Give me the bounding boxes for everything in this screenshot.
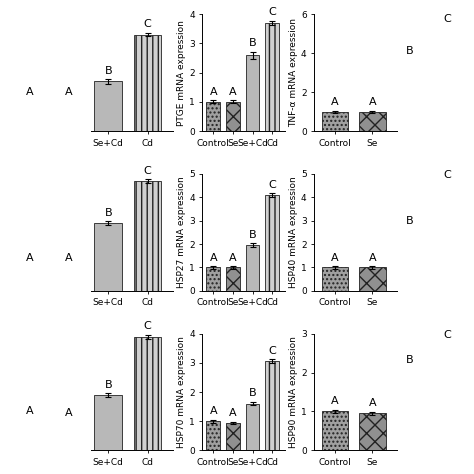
Y-axis label: HSP27 mRNA expression: HSP27 mRNA expression — [177, 176, 186, 288]
Bar — [226, 267, 240, 291]
Bar — [206, 421, 220, 450]
Y-axis label: HSP40 mRNA expression: HSP40 mRNA expression — [289, 176, 298, 288]
Bar — [246, 55, 259, 131]
Text: A: A — [229, 253, 237, 263]
Text: B: B — [104, 208, 112, 218]
Text: C: C — [268, 346, 276, 356]
Bar — [246, 404, 259, 450]
Bar — [16, 102, 43, 131]
Bar — [359, 267, 386, 291]
Text: A: A — [210, 87, 217, 97]
Bar — [322, 411, 348, 450]
Bar — [55, 102, 82, 131]
Text: A: A — [331, 97, 339, 107]
Text: C: C — [444, 14, 451, 24]
Text: B: B — [249, 230, 256, 240]
Text: A: A — [65, 253, 73, 263]
Text: B: B — [406, 46, 414, 56]
Bar — [16, 421, 43, 450]
Text: A: A — [65, 87, 73, 97]
Bar — [55, 423, 82, 450]
Bar — [397, 232, 423, 291]
Text: A: A — [331, 253, 339, 263]
Bar — [206, 102, 220, 131]
Text: A: A — [26, 87, 33, 97]
Bar — [226, 102, 240, 131]
Y-axis label: TNF-α mRNA expression: TNF-α mRNA expression — [289, 18, 298, 127]
Bar — [359, 111, 386, 131]
Text: C: C — [268, 180, 276, 190]
Bar — [94, 223, 122, 291]
Text: B: B — [406, 355, 414, 365]
Text: A: A — [369, 398, 376, 409]
Bar — [55, 267, 82, 291]
Text: A: A — [26, 253, 33, 263]
Bar — [265, 23, 279, 131]
Bar — [134, 181, 161, 291]
Bar — [322, 267, 348, 291]
Text: C: C — [444, 170, 451, 180]
Bar — [265, 361, 279, 450]
Bar — [265, 195, 279, 291]
Text: C: C — [444, 330, 451, 340]
Bar — [134, 337, 161, 450]
Bar — [434, 186, 461, 291]
Text: A: A — [65, 408, 73, 418]
Text: A: A — [369, 253, 376, 263]
Bar — [94, 82, 122, 131]
Bar — [397, 63, 423, 131]
Text: C: C — [144, 19, 151, 29]
Text: A: A — [229, 408, 237, 418]
Text: B: B — [104, 65, 112, 75]
Bar — [16, 267, 43, 291]
Bar — [206, 267, 220, 291]
Bar — [359, 413, 386, 450]
Bar — [434, 30, 461, 131]
Bar — [226, 423, 240, 450]
Y-axis label: HSP70 mRNA expression: HSP70 mRNA expression — [177, 336, 186, 448]
Text: C: C — [144, 165, 151, 175]
Bar — [434, 346, 461, 450]
Bar — [397, 373, 423, 450]
Text: C: C — [268, 7, 276, 17]
Text: B: B — [104, 380, 112, 390]
Bar — [246, 245, 259, 291]
Y-axis label: PTGE mRNA expression: PTGE mRNA expression — [177, 20, 186, 126]
Text: A: A — [210, 406, 217, 416]
Text: A: A — [210, 253, 217, 263]
Text: A: A — [26, 406, 33, 416]
Bar — [134, 35, 161, 131]
Y-axis label: HSP90 mRNA expression: HSP90 mRNA expression — [289, 336, 298, 448]
Bar — [322, 111, 348, 131]
Text: A: A — [369, 97, 376, 107]
Text: A: A — [331, 396, 339, 406]
Text: A: A — [229, 87, 237, 97]
Text: B: B — [249, 389, 256, 399]
Bar — [94, 395, 122, 450]
Text: B: B — [249, 38, 256, 48]
Text: C: C — [144, 321, 151, 331]
Text: B: B — [406, 216, 414, 226]
